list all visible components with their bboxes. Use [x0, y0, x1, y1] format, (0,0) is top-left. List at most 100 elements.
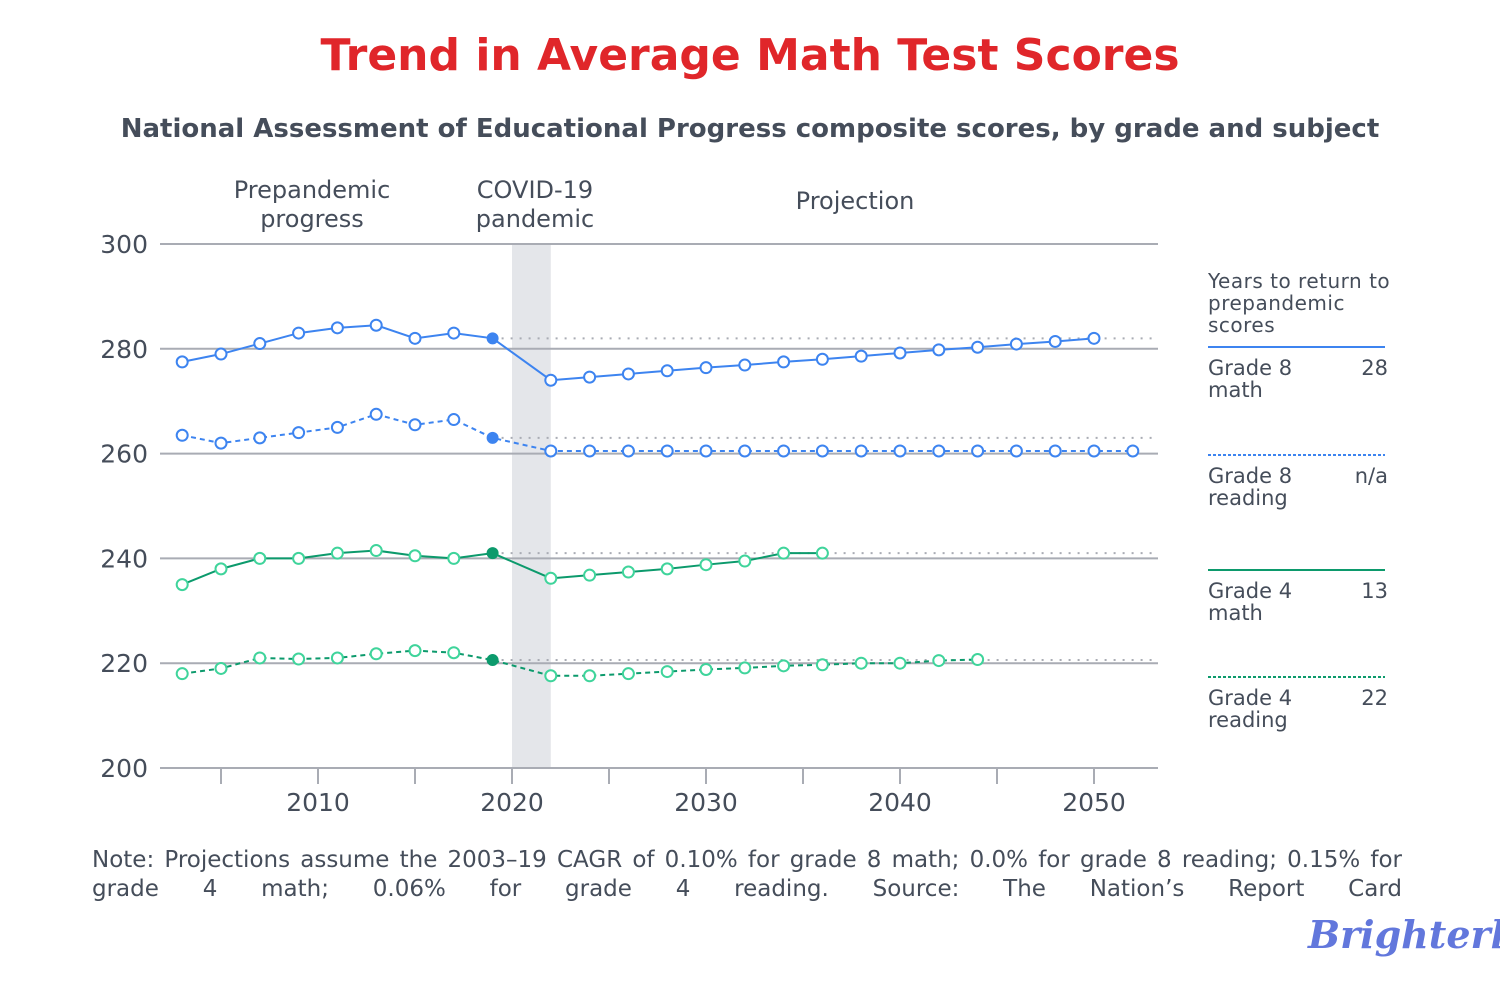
data-point [621, 367, 635, 381]
data-point [544, 444, 558, 458]
data-point [369, 647, 383, 661]
legend-label: math [1208, 378, 1263, 402]
data-point [621, 444, 635, 458]
data-point [621, 565, 635, 579]
data-point [777, 659, 791, 673]
data-point [815, 658, 829, 672]
x-tick-label: 2030 [674, 788, 738, 817]
data-point [408, 549, 422, 563]
legend-years-value: 22 [1361, 686, 1388, 710]
data-point [777, 355, 791, 369]
data-point [971, 653, 985, 667]
brighterly-logo: Brighterly [1308, 912, 1500, 957]
data-point [660, 665, 674, 679]
data-point [738, 661, 752, 675]
data-point [544, 571, 558, 585]
period-label-prepandemic: Prepandemic progress [233, 176, 391, 233]
data-point [330, 321, 344, 335]
data-point [660, 444, 674, 458]
data-point [971, 444, 985, 458]
series-line [182, 324, 1095, 382]
chart-subtitle: National Assessment of Educational Progr… [120, 114, 1380, 144]
period-label-pandemic: COVID-19 pandemic [475, 176, 595, 233]
y-tick-label: 200 [100, 754, 148, 783]
data-point [447, 551, 461, 565]
data-point [447, 413, 461, 427]
data-point [408, 644, 422, 658]
data-point [175, 578, 189, 592]
data-point [544, 373, 558, 387]
data-point [330, 546, 344, 560]
data-point [932, 654, 946, 668]
data-point [292, 652, 306, 666]
data-point [175, 667, 189, 681]
data-point [583, 370, 597, 384]
data-point [777, 444, 791, 458]
data-point [253, 651, 267, 665]
data-point [486, 332, 499, 345]
y-tick-label: 240 [100, 544, 148, 573]
data-point [408, 331, 422, 345]
x-tick-label: 2020 [480, 788, 544, 817]
data-point [971, 340, 985, 354]
data-point [893, 346, 907, 360]
data-point [447, 326, 461, 340]
data-point [932, 444, 946, 458]
legend-label: Grade 4 [1208, 579, 1292, 603]
series-line [181, 549, 823, 586]
data-point [815, 546, 829, 560]
data-point [175, 428, 189, 442]
y-tick-label: 260 [100, 440, 148, 469]
data-point [699, 662, 713, 676]
data-point [583, 669, 597, 683]
data-point [253, 431, 267, 445]
data-point [1087, 331, 1101, 345]
data-point [369, 318, 383, 332]
data-point [369, 407, 383, 421]
legend-label: Grade 8 [1208, 464, 1292, 488]
data-point [1048, 444, 1062, 458]
data-point [699, 558, 713, 572]
data-point [486, 431, 499, 444]
data-point [660, 364, 674, 378]
data-point [292, 551, 306, 565]
data-point [447, 646, 461, 660]
y-tick-label: 280 [100, 335, 148, 364]
data-point [854, 349, 868, 363]
data-point [253, 551, 267, 565]
data-point [214, 436, 228, 450]
legend-title: Years to return to prepandemic scores [1208, 269, 1391, 337]
chart-note: Note: Projections assume the 2003–19 CAG… [92, 847, 1402, 902]
legend-label: math [1208, 601, 1263, 625]
data-point [330, 420, 344, 434]
data-point [699, 361, 713, 375]
legend-years-value: 13 [1361, 579, 1388, 603]
data-point [214, 347, 228, 361]
data-point [214, 661, 228, 675]
data-point [893, 444, 907, 458]
data-point [893, 656, 907, 670]
pandemic-band [512, 244, 551, 768]
data-point [583, 444, 597, 458]
data-point [214, 562, 228, 576]
data-point [660, 562, 674, 576]
series-line [182, 413, 1133, 452]
data-point [1009, 337, 1023, 351]
data-point [583, 568, 597, 582]
legend-label: reading [1208, 486, 1288, 510]
legend-years-value: n/a [1355, 464, 1388, 488]
data-point [738, 554, 752, 568]
data-point [777, 546, 791, 560]
y-tick-label: 300 [100, 230, 148, 259]
x-tick-label: 2010 [286, 788, 350, 817]
data-point [738, 358, 752, 372]
data-point [854, 444, 868, 458]
data-point [932, 343, 946, 357]
data-point [1087, 444, 1101, 458]
data-point [369, 544, 383, 558]
legend-label: Grade 8 [1208, 356, 1292, 380]
y-tick-label: 220 [100, 649, 148, 678]
data-point [815, 444, 829, 458]
data-point [292, 326, 306, 340]
